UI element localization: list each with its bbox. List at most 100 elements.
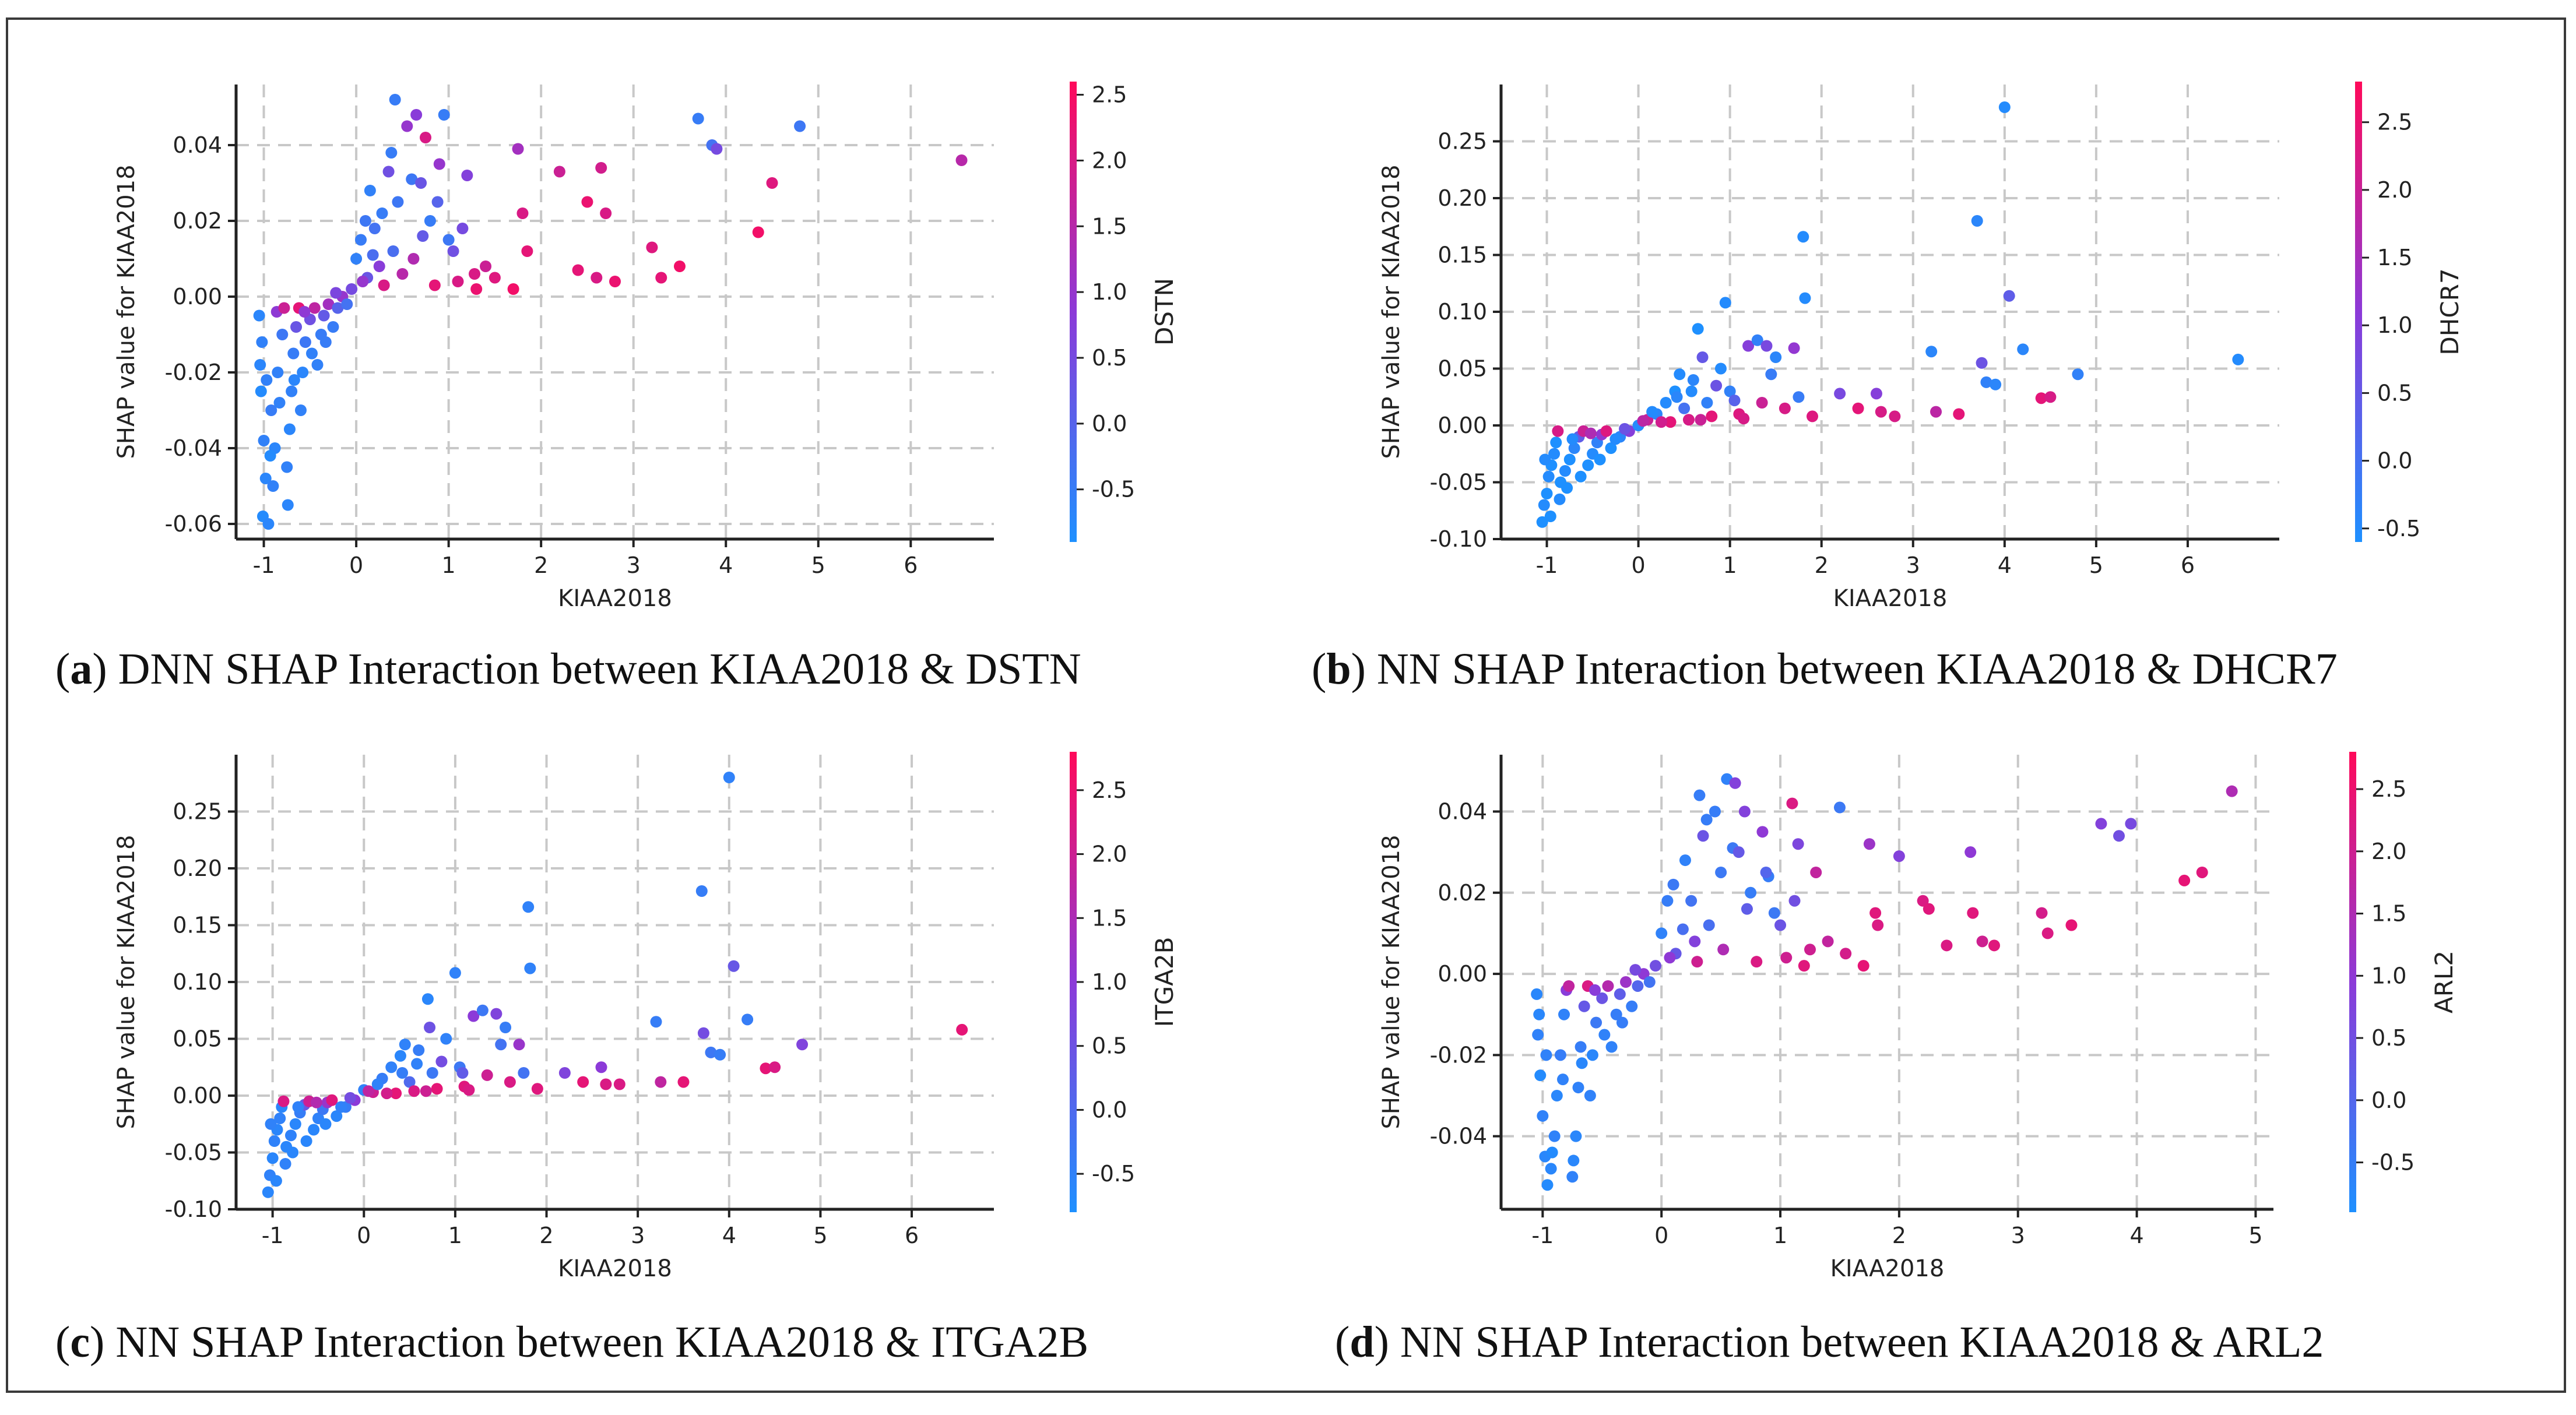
data-point [1561, 482, 1573, 494]
data-point [408, 1085, 420, 1097]
data-point [255, 385, 267, 397]
scatter-points [262, 772, 968, 1198]
data-point [1533, 1008, 1545, 1020]
colorbar-tick-label: 1.0 [1092, 279, 1127, 305]
data-point [1807, 410, 1818, 423]
data-point [415, 177, 427, 189]
gridlines [236, 85, 994, 539]
data-point [306, 347, 318, 360]
data-point [1706, 410, 1718, 423]
data-point [265, 404, 277, 416]
data-point [1610, 1008, 1622, 1020]
colorbar-tick-label: 2.5 [1092, 82, 1127, 108]
data-point [489, 272, 501, 284]
data-point [1540, 1049, 1552, 1061]
y-axis-label: SHAP value for KIAA2018 [1378, 835, 1405, 1129]
data-point [609, 276, 621, 287]
data-point [1788, 895, 1801, 907]
data-point [1893, 850, 1905, 863]
caption-letter: d [1349, 1318, 1375, 1367]
data-point [595, 162, 607, 174]
colorbar-tick-label: 1.0 [1092, 969, 1127, 995]
data-point [1774, 919, 1787, 931]
caption-c: (c) NN SHAP Interaction between KIAA2018… [55, 1318, 1089, 1367]
data-point [390, 1087, 402, 1100]
data-point [1541, 488, 1553, 499]
data-point [1548, 1130, 1561, 1142]
x-tick-label: -1 [262, 1223, 284, 1248]
data-point [394, 1050, 406, 1062]
data-point [310, 1096, 322, 1108]
data-point [1840, 948, 1852, 960]
data-point [289, 1118, 301, 1130]
data-point [796, 1039, 809, 1051]
data-point [1976, 357, 1988, 369]
data-point [1584, 427, 1597, 439]
data-point [2095, 818, 2107, 830]
x-tick-label: 6 [905, 1223, 919, 1248]
data-point [1756, 826, 1769, 838]
data-point [264, 450, 276, 462]
data-point [504, 1076, 516, 1088]
data-point [600, 1078, 612, 1090]
data-point [1717, 944, 1730, 956]
data-point [447, 245, 459, 257]
x-tick-label: 2 [534, 552, 548, 578]
x-tick-label: 1 [442, 552, 456, 578]
data-point [330, 287, 342, 299]
data-point [1760, 340, 1773, 352]
data-point [368, 223, 381, 234]
y-tick-label: 0.04 [1438, 799, 1487, 825]
data-point [518, 1067, 530, 1079]
data-point [385, 147, 398, 159]
data-point [1834, 388, 1846, 400]
data-point [1550, 437, 1562, 449]
x-tick-label: 4 [1998, 552, 2012, 578]
data-point [723, 772, 735, 783]
data-point [1798, 960, 1810, 972]
colorbar-tick-label: 1.5 [2377, 245, 2412, 270]
data-point [1629, 964, 1642, 976]
data-point [300, 1135, 312, 1147]
data-point [1557, 1073, 1569, 1086]
data-point [283, 423, 296, 435]
data-point [1788, 342, 1800, 354]
colorbar-tick-label: 1.0 [2371, 963, 2406, 988]
data-point [692, 112, 704, 125]
y-axis-label: SHAP value for KIAA2018 [113, 835, 140, 1129]
data-point [381, 1087, 393, 1100]
x-tick-label: 5 [2089, 552, 2103, 578]
x-tick-label: 5 [813, 1223, 827, 1248]
data-point [308, 302, 321, 314]
data-point [286, 385, 298, 397]
data-point [1598, 1029, 1611, 1041]
y-tick-label: -0.02 [1430, 1042, 1487, 1068]
data-point [655, 272, 667, 284]
x-tick-label: 4 [2129, 1223, 2143, 1248]
gridlines [1501, 755, 2273, 1209]
data-point [553, 166, 565, 178]
data-point [355, 234, 367, 246]
data-point [646, 241, 658, 254]
data-point [1728, 395, 1741, 407]
data-point [410, 109, 423, 121]
x-tick-label: 5 [2248, 1223, 2262, 1248]
figure-frame [6, 17, 2566, 1393]
data-point [1852, 402, 1864, 414]
y-tick-label: 0.02 [173, 208, 222, 234]
data-point [1531, 988, 1543, 1000]
x-tick-label: 3 [631, 1223, 645, 1248]
data-point [1578, 1000, 1590, 1012]
chart-panel-c: -1 0 1 2 3 4 5 6 -0.10 -0.05 0.00 0.05 0.10 0.15 0.20 0… [113, 752, 1179, 1282]
data-point [1542, 470, 1555, 483]
data-point [1685, 385, 1698, 397]
data-point [1582, 459, 1594, 471]
colorbar-tick-label: 2.0 [2377, 177, 2412, 203]
colorbar-tick-label: 1.5 [2371, 901, 2406, 927]
data-point [1536, 516, 1548, 528]
x-tick-label: 1 [1723, 552, 1737, 578]
y-tick-label: 0.15 [173, 913, 222, 938]
data-point [261, 374, 273, 386]
data-point [1770, 351, 1782, 363]
data-point [392, 196, 404, 208]
